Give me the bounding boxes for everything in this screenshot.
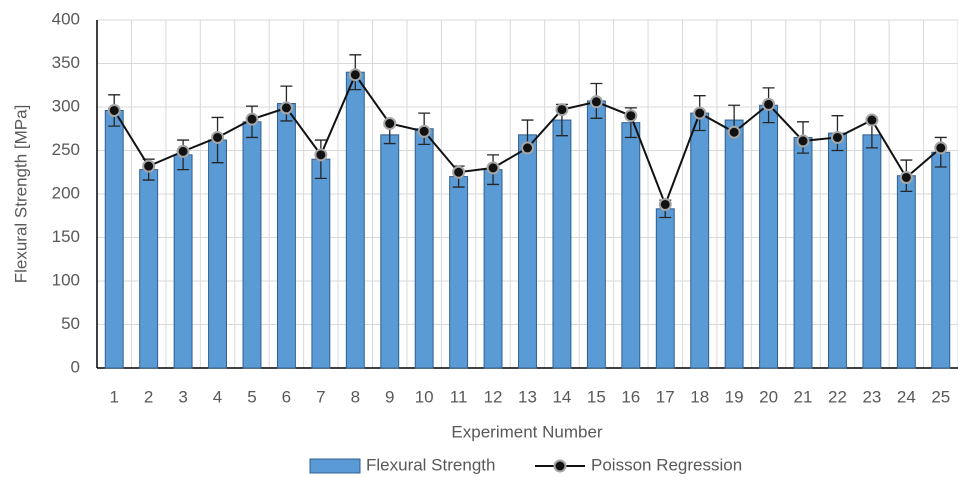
marker (796, 134, 810, 148)
x-axis-title: Experiment Number (451, 422, 603, 441)
y-tick-label: 250 (52, 140, 80, 159)
bar (586, 100, 606, 369)
bar (345, 71, 365, 369)
bar (414, 128, 434, 369)
marker (693, 106, 707, 120)
marker (589, 95, 603, 109)
marker (279, 101, 293, 115)
marker (658, 197, 672, 211)
y-axis-title: Flexural Strength [MPa] (11, 105, 30, 284)
bar (483, 169, 503, 369)
bar (759, 104, 779, 369)
marker (521, 141, 534, 155)
x-tick-label: 10 (415, 387, 434, 406)
marker (865, 113, 879, 127)
x-tick-label: 8 (351, 387, 360, 406)
x-tick-label: 25 (931, 387, 950, 406)
y-tick-label: 200 (52, 183, 80, 202)
bar (793, 136, 813, 369)
bar (896, 175, 916, 369)
bar (690, 112, 710, 369)
x-tick-label: 3 (178, 387, 187, 406)
bar (655, 208, 675, 369)
x-tick-label: 24 (897, 387, 916, 406)
x-tick-label: 4 (213, 387, 222, 406)
bar (139, 169, 159, 369)
x-tick-label: 15 (587, 387, 606, 406)
bar (724, 119, 744, 369)
x-tick-label: 17 (656, 387, 675, 406)
marker (176, 144, 190, 158)
x-tick-label: 21 (794, 387, 813, 406)
bar (828, 132, 847, 369)
marker (142, 159, 156, 173)
bar (242, 121, 262, 369)
x-tick-label: 2 (144, 387, 153, 406)
marker (383, 117, 397, 131)
marker (555, 103, 569, 117)
bar (380, 134, 400, 369)
x-tick-label: 14 (552, 387, 571, 406)
marker (417, 124, 431, 138)
x-tick-label: 23 (862, 387, 881, 406)
marker (452, 165, 466, 179)
y-tick-label: 350 (52, 53, 80, 72)
marker (245, 112, 259, 126)
y-tick-label: 150 (52, 227, 80, 246)
marker (624, 109, 638, 123)
bar (931, 151, 951, 369)
x-tick-label: 12 (484, 387, 503, 406)
bar (518, 134, 537, 369)
marker (830, 130, 844, 144)
bar (276, 103, 296, 369)
marker (348, 68, 362, 82)
x-tick-label: 1 (109, 387, 118, 406)
y-tick-label: 0 (71, 357, 80, 376)
marker (934, 141, 948, 155)
legend-marker (553, 459, 567, 473)
bar (449, 176, 469, 369)
marker (211, 130, 225, 144)
marker (314, 148, 328, 162)
bar (862, 134, 882, 369)
bar (311, 158, 331, 369)
marker (486, 161, 500, 175)
bar (208, 139, 227, 369)
bar (552, 119, 572, 369)
marker (107, 103, 121, 117)
x-tick-label: 5 (247, 387, 256, 406)
bar (173, 154, 193, 369)
marker (762, 97, 776, 111)
x-tick-label: 9 (385, 387, 394, 406)
x-tick-label: 22 (828, 387, 847, 406)
y-tick-label: 300 (52, 96, 80, 115)
bar (621, 122, 641, 369)
bar (104, 109, 124, 369)
x-tick-label: 20 (759, 387, 778, 406)
marker (899, 170, 913, 184)
legend-swatch (309, 458, 361, 474)
x-tick-label: 18 (690, 387, 709, 406)
x-tick-label: 13 (518, 387, 537, 406)
x-tick-label: 6 (282, 387, 291, 406)
x-tick-label: 16 (621, 387, 640, 406)
legend-label: Poisson Regression (591, 455, 742, 474)
x-tick-label: 11 (450, 387, 468, 406)
x-tick-label: 19 (725, 387, 744, 406)
marker (727, 125, 741, 139)
y-tick-label: 50 (61, 314, 80, 333)
y-tick-label: 100 (52, 270, 80, 289)
x-tick-label: 7 (316, 387, 325, 406)
legend-label: Flexural Strength (366, 455, 495, 474)
y-tick-label: 400 (52, 9, 80, 28)
